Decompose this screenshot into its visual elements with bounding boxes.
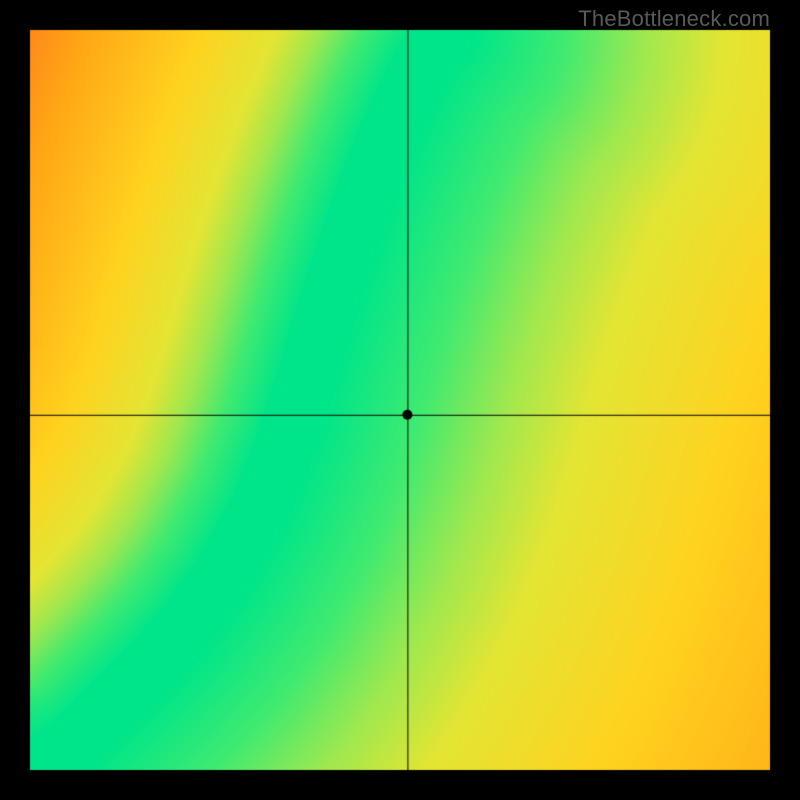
heatmap-container — [0, 0, 800, 800]
bottleneck-heatmap-canvas — [0, 0, 800, 800]
watermark-text: TheBottleneck.com — [578, 6, 770, 32]
